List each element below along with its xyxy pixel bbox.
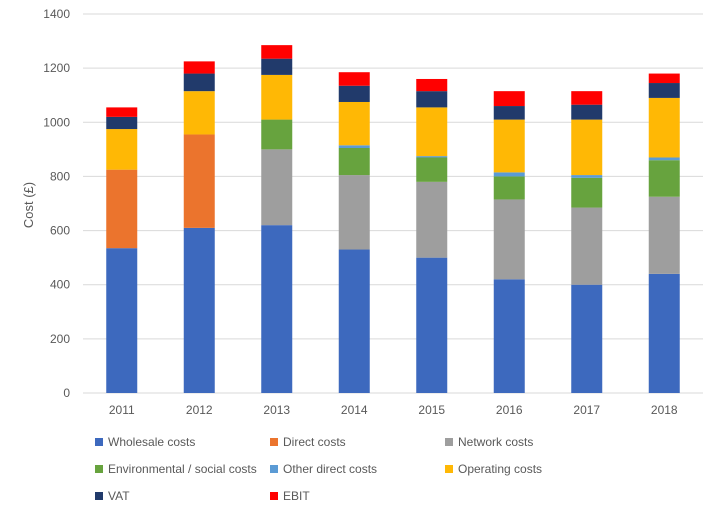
bar-segment-ebit-2013: [261, 45, 293, 59]
bar-segment-other-direct-costs-2014: [338, 145, 370, 149]
bar-segment-wholesale-costs-2016: [493, 279, 525, 393]
x-tick-label: 2014: [341, 403, 368, 417]
bar-segment-wholesale-costs-2017: [571, 284, 603, 393]
bar-segment-environmental-social-costs-2017: [571, 177, 603, 208]
x-tick-label: 2016: [496, 403, 523, 417]
x-axis-tick-labels: 2011 2012 2013 2014 2015 2016 2017 2018: [109, 403, 678, 417]
bar-segment-network-costs-2015: [416, 181, 448, 258]
y-tick-label: 0: [63, 386, 70, 400]
bar-segment-operating-costs-2016: [493, 119, 525, 173]
bar-segment-network-costs-2013: [261, 149, 293, 226]
bar-segment-environmental-social-costs-2015: [416, 157, 448, 182]
bar-segment-vat-2018: [648, 83, 680, 98]
bar-segment-vat-2017: [571, 104, 603, 120]
bar-segment-vat-2014: [338, 85, 370, 102]
x-tick-label: 2012: [186, 403, 213, 417]
bar-segment-wholesale-costs-2015: [416, 257, 448, 393]
bar-segment-ebit-2017: [571, 91, 603, 105]
bar-segment-vat-2016: [493, 106, 525, 120]
bar-segment-vat-2012: [183, 73, 215, 92]
bar-segment-network-costs-2018: [648, 196, 680, 274]
x-tick-label: 2013: [263, 403, 290, 417]
bar-segment-environmental-social-costs-2014: [338, 148, 370, 176]
bar-segment-environmental-social-costs-2013: [261, 119, 293, 150]
y-axis-label: Cost (£): [21, 182, 36, 228]
bar-segment-operating-costs-2012: [183, 91, 215, 135]
bar-segment-wholesale-costs-2013: [261, 225, 293, 393]
bar-segment-other-direct-costs-2017: [571, 175, 603, 178]
y-tick-label: 1400: [43, 7, 70, 21]
bar-segment-operating-costs-2017: [571, 119, 603, 176]
bar-segment-ebit-2015: [416, 78, 448, 92]
y-tick-label: 1200: [43, 61, 70, 75]
bar-segment-operating-costs-2014: [338, 101, 370, 146]
bar-segment-wholesale-costs-2018: [648, 273, 680, 393]
x-tick-label: 2015: [418, 403, 445, 417]
x-tick-label: 2017: [573, 403, 600, 417]
bar-segment-environmental-social-costs-2018: [648, 160, 680, 197]
bar-segment-network-costs-2014: [338, 175, 370, 250]
bar-segment-ebit-2011: [106, 107, 138, 117]
x-tick-label: 2018: [651, 403, 678, 417]
gridlines: [83, 13, 703, 394]
bar-segment-environmental-social-costs-2016: [493, 176, 525, 200]
bar-segment-wholesale-costs-2012: [183, 227, 215, 393]
bar-segment-vat-2013: [261, 58, 293, 75]
bar-segment-other-direct-costs-2016: [493, 172, 525, 177]
bar-segment-operating-costs-2018: [648, 97, 680, 158]
bar-segment-other-direct-costs-2018: [648, 157, 680, 161]
bar-segment-ebit-2014: [338, 72, 370, 86]
y-tick-label: 800: [50, 169, 70, 183]
bar-segment-vat-2015: [416, 91, 448, 108]
bar-segment-direct-costs-2011: [106, 169, 138, 249]
x-tick-label: 2011: [109, 403, 135, 417]
y-tick-label: 600: [50, 224, 70, 238]
bar-segment-direct-costs-2012: [183, 134, 215, 228]
bar-segment-vat-2011: [106, 116, 138, 130]
y-tick-label: 200: [50, 332, 70, 346]
y-axis-tick-labels: 0 200 400 600 800 1000 1200 1400: [43, 7, 70, 400]
bar-segment-network-costs-2016: [493, 199, 525, 280]
y-tick-label: 1000: [43, 115, 70, 129]
bar-segment-network-costs-2017: [571, 207, 603, 285]
bar-segment-ebit-2012: [183, 61, 215, 74]
bar-segment-other-direct-costs-2015: [416, 156, 448, 158]
bar-segment-ebit-2018: [648, 73, 680, 84]
bar-segment-ebit-2016: [493, 91, 525, 107]
bar-segment-wholesale-costs-2011: [106, 248, 138, 393]
bar-segment-operating-costs-2011: [106, 129, 138, 170]
bars: [106, 45, 680, 393]
y-tick-label: 400: [50, 278, 70, 292]
bar-segment-operating-costs-2015: [416, 107, 448, 157]
bar-segment-wholesale-costs-2014: [338, 249, 370, 393]
bar-segment-operating-costs-2013: [261, 74, 293, 120]
